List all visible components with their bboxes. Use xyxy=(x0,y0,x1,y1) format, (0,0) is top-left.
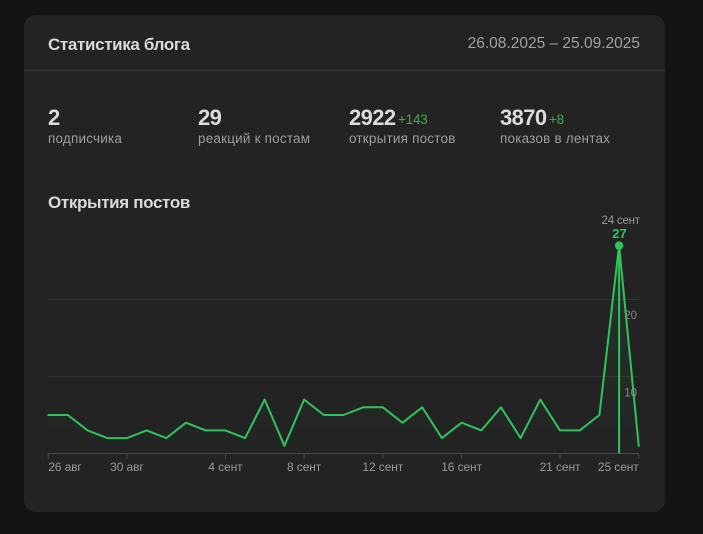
svg-text:24 сент: 24 сент xyxy=(602,215,641,227)
svg-text:10: 10 xyxy=(624,388,637,400)
svg-text:21 сент: 21 сент xyxy=(540,460,581,474)
svg-text:12 сент: 12 сент xyxy=(362,460,403,474)
svg-text:25 сент: 25 сент xyxy=(598,460,639,474)
svg-text:4 сент: 4 сент xyxy=(208,460,243,474)
svg-text:20: 20 xyxy=(624,310,637,322)
svg-text:8 сент: 8 сент xyxy=(287,460,322,474)
svg-text:26 авг: 26 авг xyxy=(48,460,82,474)
svg-text:30 авг: 30 авг xyxy=(110,460,144,474)
svg-text:27: 27 xyxy=(612,226,626,241)
svg-text:16 сент: 16 сент xyxy=(441,460,482,474)
